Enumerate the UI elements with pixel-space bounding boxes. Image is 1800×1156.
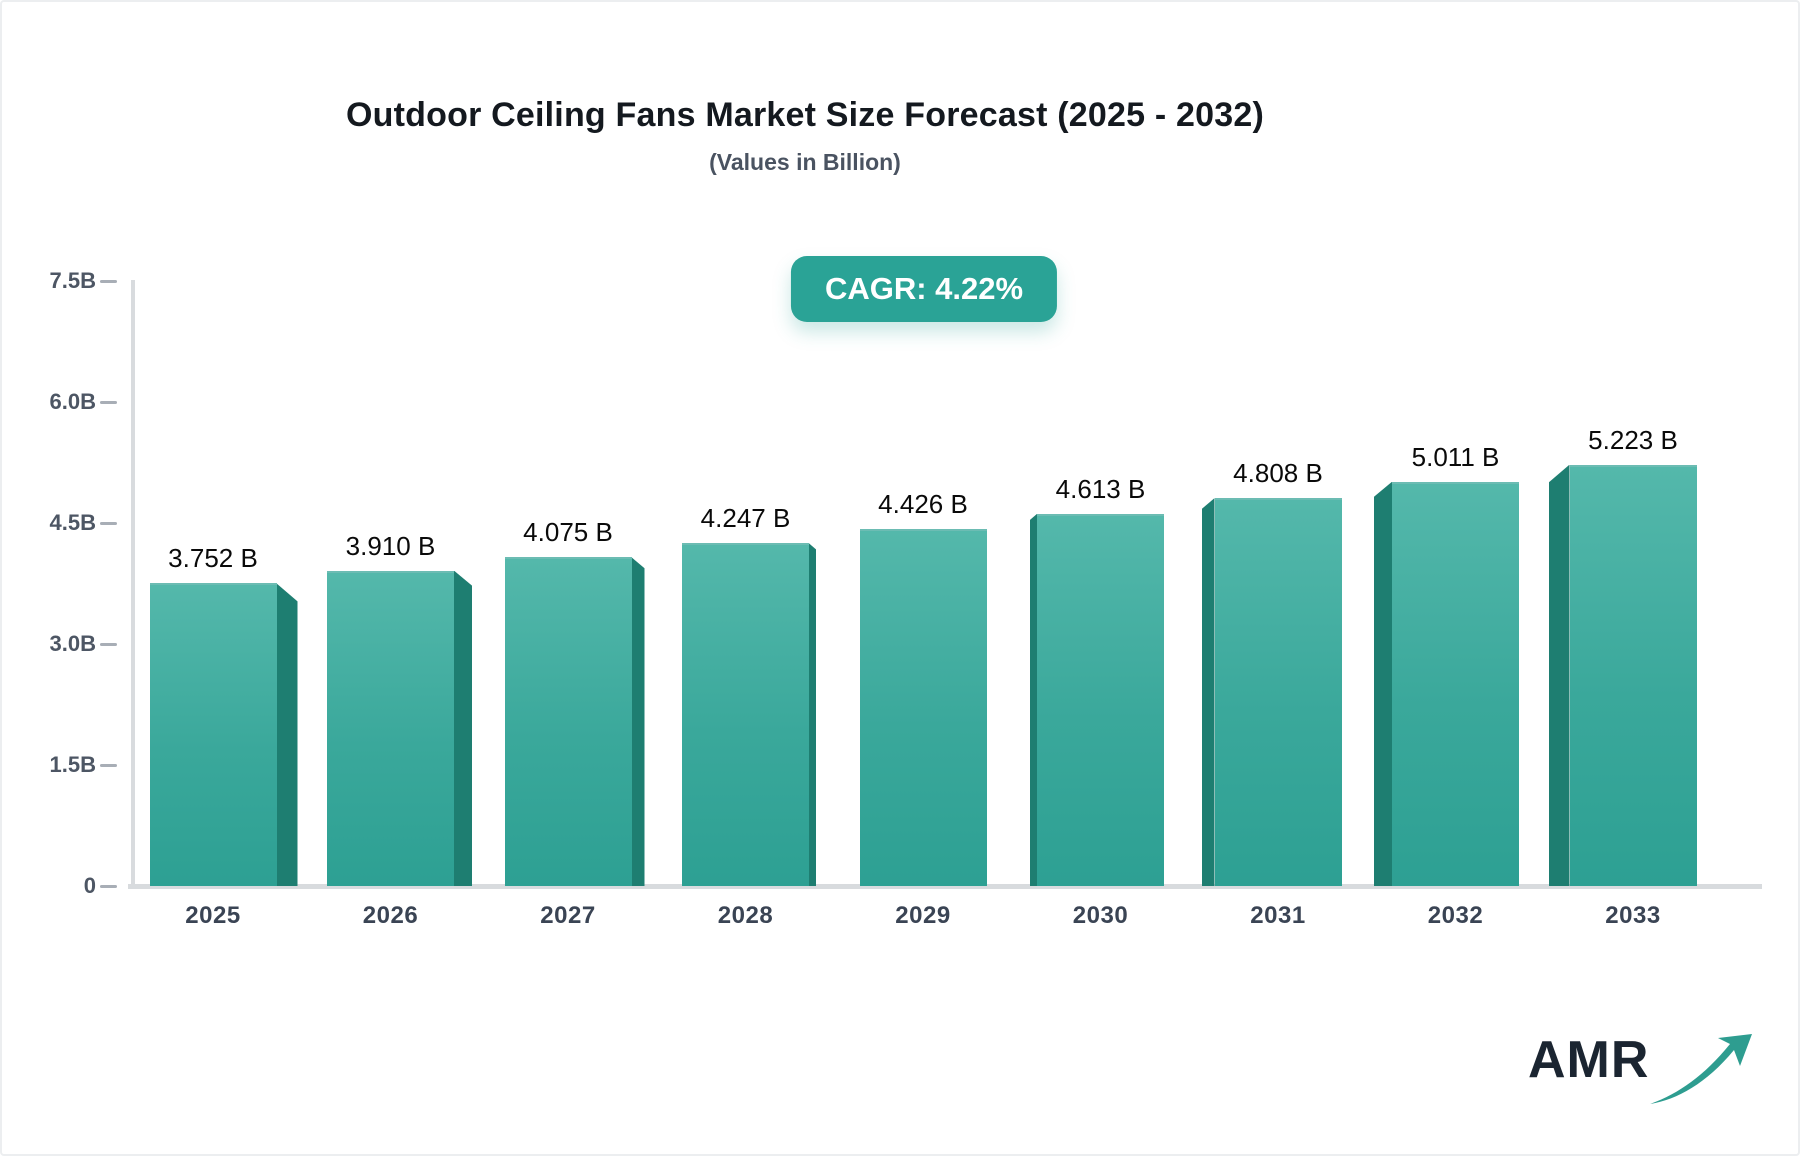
bar-2028 (682, 543, 809, 886)
x-axis-label-2026: 2026 (362, 902, 419, 929)
x-axis-label-2025: 2025 (185, 902, 241, 929)
bar-2031 (1214, 498, 1342, 886)
amr-logo: AMR (1528, 1026, 1752, 1116)
y-tick-label: 1.5B (49, 752, 96, 777)
bar-value-label: 4.808 B (1233, 458, 1323, 489)
y-tick-mark (100, 884, 117, 888)
bar-value-label: 3.910 B (345, 530, 436, 561)
y-tick-label: 0 (83, 873, 96, 898)
bar-2029 (859, 528, 987, 886)
bar-2033 (1569, 464, 1697, 886)
bar-2030 (1037, 513, 1164, 886)
growth-arrow-icon (1650, 1034, 1752, 1104)
y-tick-label: 3.0B (49, 631, 96, 656)
bar-3d-side-2026 (454, 570, 472, 886)
bar-3d-side-2032 (1374, 481, 1392, 886)
y-tick-mark (100, 400, 117, 404)
y-tick-label: 4.5B (49, 510, 96, 535)
bar-2026 (327, 570, 454, 886)
bar-value-label: 5.011 B (1411, 441, 1500, 472)
bar-3d-side-2030 (1030, 513, 1037, 886)
bar-3d-side-2027 (631, 557, 645, 886)
y-tick-label: 6.0B (49, 389, 96, 414)
y-tick-mark (100, 521, 117, 525)
x-axis-label-2033: 2033 (1605, 902, 1661, 929)
bar-2025 (149, 583, 277, 886)
x-axis-label-2032: 2032 (1427, 902, 1484, 929)
bar-3d-side-2025 (276, 583, 298, 886)
y-tick-mark (100, 279, 117, 283)
bar-value-label: 4.426 B (878, 488, 968, 519)
bar-2032 (1392, 481, 1519, 886)
bar-3d-side-2033 (1548, 464, 1570, 886)
bar-value-label: 4.247 B (700, 503, 791, 534)
bar-3d-side-2031 (1201, 498, 1215, 886)
bar-value-label: 4.075 B (523, 517, 613, 548)
bar-value-label: 4.613 B (1055, 473, 1146, 504)
bar-2027 (504, 557, 632, 886)
y-axis-line (131, 280, 135, 887)
x-axis-label-2029: 2029 (895, 902, 951, 929)
x-axis-label-2031: 2031 (1250, 902, 1306, 929)
y-tick-label: 7.5B (49, 268, 96, 293)
x-axis-label-2028: 2028 (717, 902, 774, 929)
x-axis-label-2027: 2027 (540, 902, 596, 929)
chart-subtitle: (Values in Billion) (709, 149, 901, 175)
bar-value-label: 5.223 B (1588, 424, 1678, 455)
x-axis-line (128, 884, 1762, 889)
cagr-badge: CAGR: 4.22% (790, 256, 1058, 322)
chart-title: Outdoor Ceiling Fans Market Size Forecas… (346, 96, 1264, 134)
bar-value-label: 3.752 B (168, 543, 258, 574)
x-axis-label-2030: 2030 (1072, 902, 1129, 929)
amr-logo-text: AMR (1528, 1031, 1650, 1089)
y-tick-mark (100, 763, 117, 767)
bar-3d-side-2028 (809, 543, 816, 886)
y-tick-mark (100, 642, 117, 646)
